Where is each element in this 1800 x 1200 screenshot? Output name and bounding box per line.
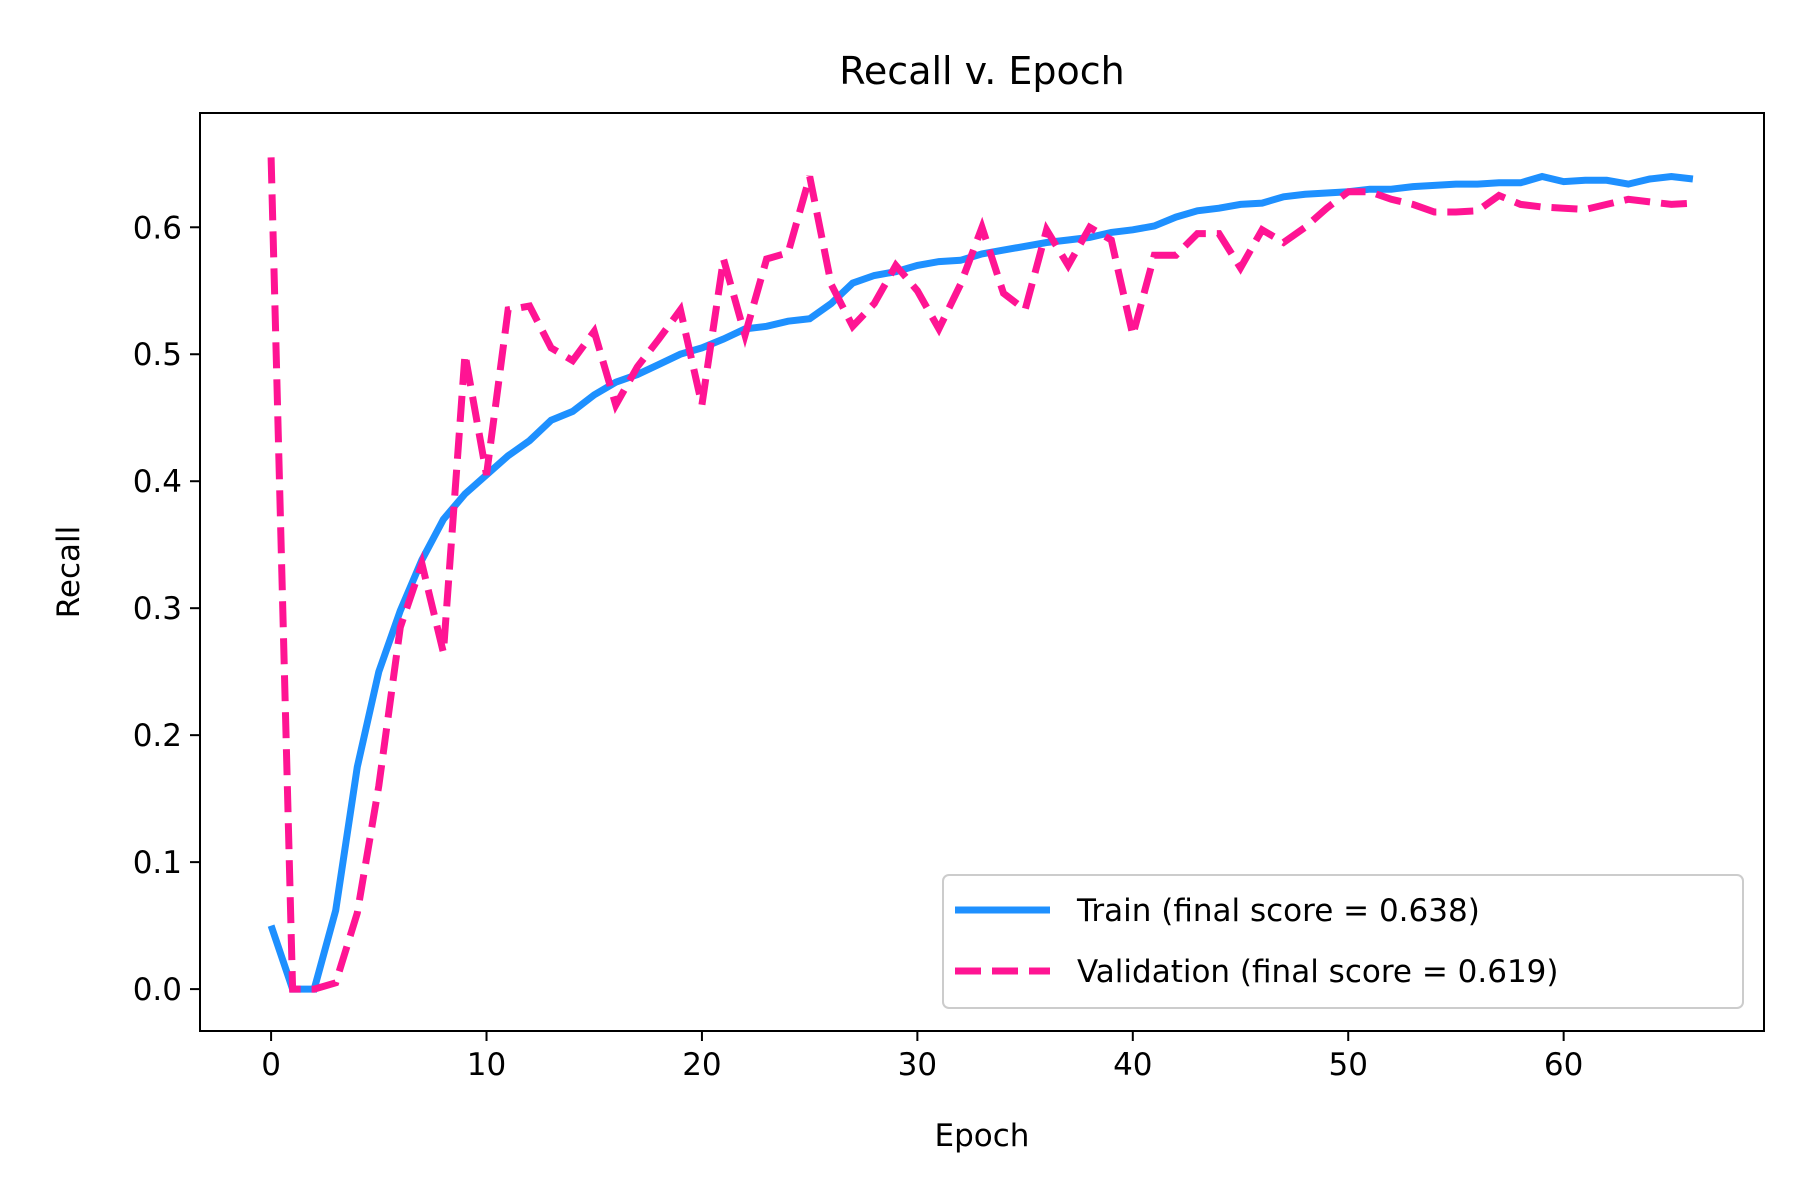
plot-frame [199, 112, 1765, 1032]
y-tick-label: 0.5 [133, 337, 182, 373]
legend-box [942, 874, 1744, 1009]
y-tick-label: 0.1 [133, 845, 182, 881]
y-tick-label: 0.4 [133, 464, 182, 500]
x-axis-title: Epoch [935, 1118, 1030, 1154]
chart-title: Recall v. Epoch [839, 49, 1125, 93]
y-tick-label: 0.6 [133, 210, 182, 246]
x-tick-label: 20 [682, 1047, 721, 1083]
y-tick-label: 0.2 [133, 718, 182, 754]
x-tick-label: 30 [898, 1047, 937, 1083]
y-axis: 0.0 0.1 0.2 0.3 0.4 0.5 0.6 [133, 210, 200, 1008]
x-tick-label: 10 [467, 1047, 506, 1083]
y-tick-label: 0.3 [133, 591, 182, 627]
x-tick-label: 60 [1544, 1047, 1583, 1083]
train-series-line [267, 172, 1694, 993]
legend-label-validation: Validation (final score = 0.619) [1077, 954, 1558, 990]
y-axis-title: Recall [51, 526, 87, 619]
x-tick-label: 40 [1113, 1047, 1152, 1083]
legend-label-train: Train (final score = 0.638) [1076, 893, 1480, 929]
validation-series-line [267, 157, 1694, 993]
x-tick-label: 50 [1328, 1047, 1367, 1083]
x-tick-label: 0 [261, 1047, 281, 1083]
y-tick-label: 0.0 [133, 972, 182, 1008]
series-layer [267, 157, 1694, 993]
legend: Train (final score = 0.638) Validation (… [942, 874, 1744, 1009]
x-axis: 0 10 20 30 40 50 60 [261, 1031, 1583, 1083]
